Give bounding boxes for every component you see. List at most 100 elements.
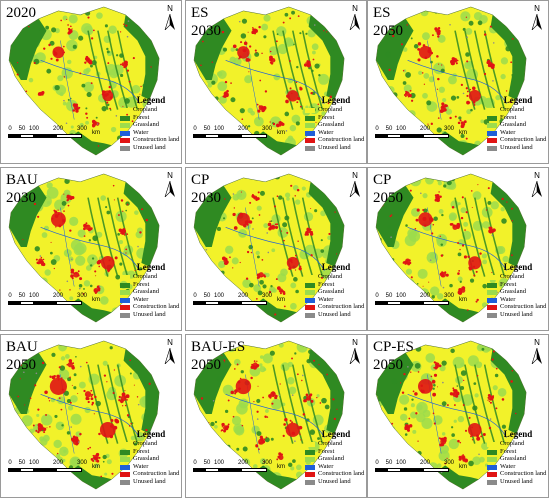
- map-legend: Legend Cropland Forest Grassland Water Constr…: [118, 262, 181, 320]
- north-label: N: [534, 4, 540, 13]
- scale-tick-label: 0: [8, 126, 12, 132]
- legend-title: Legend: [321, 262, 351, 272]
- legend-label: Unused land: [133, 477, 166, 485]
- scale-tick-label: 200: [52, 126, 64, 132]
- scale-bar: 0 50 100 200 300 km: [193, 126, 308, 146]
- scale-bar-segments: [8, 468, 82, 472]
- scale-tick-label: 0: [375, 126, 379, 132]
- scale-tick-label: 0: [375, 293, 379, 299]
- legend-label: Water: [133, 128, 149, 136]
- legend-item: Cropland: [118, 106, 181, 115]
- legend-swatch: [487, 479, 497, 485]
- legend-label: Grassland: [500, 288, 526, 296]
- legend-item: Construction land: [485, 136, 548, 145]
- legend-label: Grassland: [500, 455, 526, 463]
- legend-swatch: [487, 312, 497, 318]
- legend-item: Construction land: [118, 136, 181, 145]
- legend-swatch: [487, 282, 497, 288]
- legend-label: Cropland: [500, 106, 525, 113]
- legend-label: Construction land: [133, 303, 180, 311]
- legend-swatch: [305, 472, 315, 478]
- legend-item: Grassland: [303, 288, 366, 297]
- scale-tick-label: 50: [203, 293, 211, 299]
- scale-bar: 0 50 100 200 300 km: [193, 460, 308, 480]
- north-label: N: [534, 171, 540, 180]
- north-arrow-icon: N: [530, 5, 544, 31]
- north-label: N: [167, 4, 173, 13]
- legend-label: Construction land: [318, 136, 365, 144]
- legend-swatch: [487, 442, 497, 447]
- legend-swatch: [305, 290, 315, 296]
- legend-title: Legend: [321, 95, 351, 105]
- north-arrow-icon: N: [163, 339, 177, 365]
- scale-tick-label: 200: [419, 126, 431, 132]
- legend-swatch: [305, 130, 315, 136]
- legend-swatch: [120, 138, 130, 144]
- map-legend: Legend Cropland Forest Grassland Water Constr…: [303, 262, 366, 320]
- legend-label: Water: [133, 295, 149, 303]
- panel-title: 2020: [6, 5, 36, 21]
- legend-swatch: [120, 115, 130, 121]
- legend-swatch: [487, 305, 497, 311]
- legend-label: Water: [318, 295, 334, 303]
- legend-item: Cropland: [303, 273, 366, 282]
- scale-tick-label: 200: [419, 293, 431, 299]
- scale-tick-label: 300: [261, 126, 273, 132]
- north-label: N: [167, 338, 173, 347]
- scale-unit: km: [277, 464, 285, 470]
- scale-bar: 0 50 100 200 300 km: [375, 126, 490, 146]
- legend-swatch: [487, 472, 497, 478]
- scale-tick-label: 300: [261, 460, 273, 466]
- north-label: N: [167, 171, 173, 180]
- legend-item: Unused land: [303, 311, 366, 320]
- north-arrow-icon: N: [348, 172, 362, 198]
- panel-title: CP 2050: [373, 172, 403, 206]
- legend-label: Unused land: [318, 143, 351, 151]
- legend-label: Forest: [500, 113, 517, 121]
- map-panel: ES 2030 N Legend Cropland Forest Grassland Wat…: [185, 0, 367, 164]
- legend-item: Water: [485, 295, 548, 305]
- legend-swatch: [305, 312, 315, 318]
- legend-label: Cropland: [133, 106, 158, 113]
- scale-tick-label: 0: [8, 460, 12, 466]
- scale-unit: km: [459, 130, 467, 136]
- legend-label: Cropland: [318, 440, 343, 447]
- scale-unit: km: [459, 297, 467, 303]
- legend-swatch: [120, 123, 130, 129]
- scale-bar-segments: [375, 301, 449, 305]
- legend-swatch: [487, 290, 497, 296]
- legend-swatch: [487, 297, 497, 303]
- map-panel: CP-ES 2050 N Legend Cropland Forest Grassland…: [367, 334, 549, 498]
- map-panel: CP 2050 N Legend Cropland Forest Grassland Wat…: [367, 167, 549, 331]
- legend-item: Water: [485, 463, 548, 472]
- legend-swatch: [305, 108, 315, 113]
- map-legend: Legend Cropland Forest Grassland Water Constr…: [485, 429, 548, 487]
- scale-tick-label: 50: [203, 126, 211, 132]
- legend-swatch: [120, 290, 130, 296]
- panel-title: BAU 2050: [6, 339, 38, 373]
- legend-label: Water: [318, 128, 334, 136]
- legend-swatch: [305, 449, 315, 455]
- legend-swatch: [120, 312, 130, 318]
- map-panel: BAU 2050 N Legend Cropland Forest Grassland Wa…: [0, 334, 182, 498]
- north-label: N: [352, 171, 358, 180]
- map-legend: Legend Cropland Forest Grassland Water Constr…: [485, 262, 548, 320]
- legend-label: Water: [500, 295, 516, 303]
- legend-item: Forest: [303, 281, 366, 290]
- legend-label: Construction land: [133, 470, 180, 478]
- scale-tick-label: 100: [395, 126, 407, 132]
- legend-label: Unused land: [500, 310, 533, 318]
- scale-tick-label: 50: [18, 293, 26, 299]
- legend-item: Cropland: [485, 273, 548, 282]
- legend-label: Forest: [500, 280, 517, 288]
- scale-tick-label: 100: [395, 293, 407, 299]
- scale-tick-label: 100: [213, 126, 225, 132]
- legend-title: Legend: [136, 95, 166, 105]
- legend-item: Cropland: [485, 106, 548, 115]
- legend-item: Water: [118, 462, 181, 472]
- legend-swatch: [305, 275, 315, 280]
- legend-label: Water: [133, 462, 149, 470]
- scale-bar-segments: [375, 468, 449, 472]
- legend-label: Forest: [500, 447, 517, 455]
- legend-item: Water: [303, 463, 366, 472]
